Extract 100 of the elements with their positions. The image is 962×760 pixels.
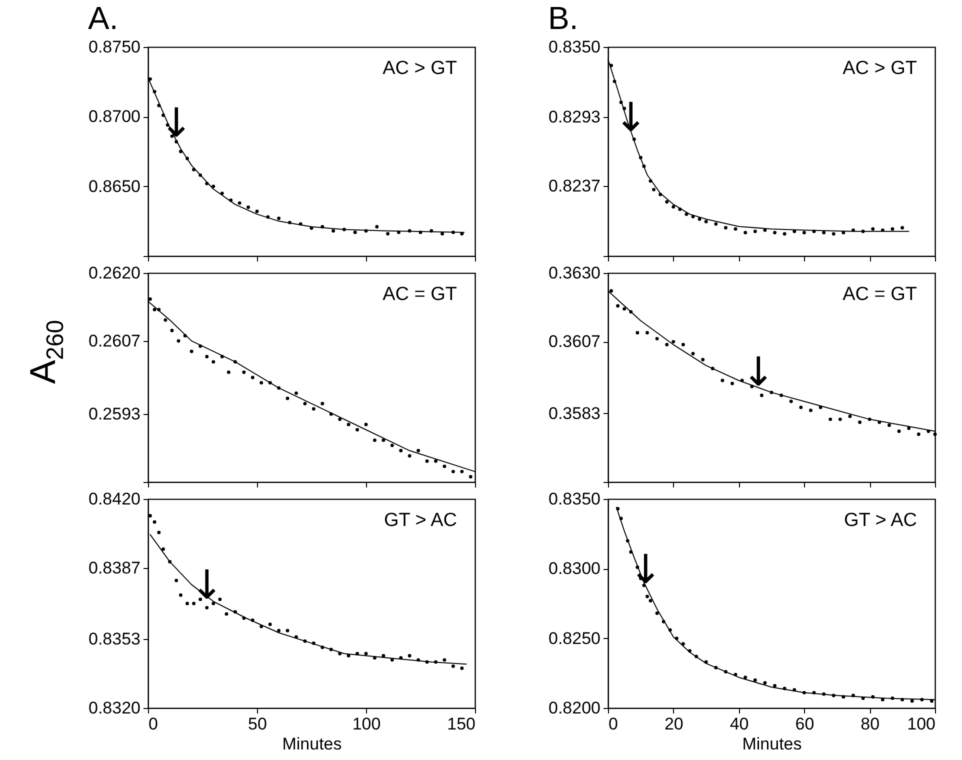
point xyxy=(652,188,656,192)
point xyxy=(704,220,708,224)
x-tick-label: 0 xyxy=(148,714,158,734)
point xyxy=(832,232,836,236)
annotation: AC = GT xyxy=(842,284,918,305)
point xyxy=(802,230,806,234)
point xyxy=(390,444,394,448)
x-tick-label: 0 xyxy=(608,714,618,734)
annotation: GT > AC xyxy=(384,510,457,531)
point xyxy=(152,308,156,312)
point xyxy=(386,232,390,236)
point xyxy=(809,408,812,412)
y-tick-label: 0.8350 xyxy=(548,38,600,56)
y-tick-label: 0.8293 xyxy=(548,108,600,127)
point xyxy=(648,598,652,602)
point xyxy=(610,289,613,293)
point xyxy=(434,459,438,463)
point xyxy=(698,217,702,221)
x-axis-title: Minutes xyxy=(742,734,802,754)
point xyxy=(701,358,705,362)
x-tick-label: 100 xyxy=(907,714,936,734)
point xyxy=(382,438,386,442)
point xyxy=(720,378,724,382)
point xyxy=(724,226,728,230)
chart-title: B. xyxy=(548,0,578,36)
point xyxy=(353,230,357,234)
point xyxy=(890,227,894,231)
point xyxy=(303,402,307,406)
y-tick-label: 0.8750 xyxy=(88,38,140,56)
point xyxy=(255,210,259,214)
y-tick-label: 0.8320 xyxy=(88,698,140,718)
point xyxy=(871,227,875,231)
point xyxy=(858,420,862,424)
y-tick-label: 0.8420 xyxy=(88,490,140,508)
point xyxy=(763,228,767,232)
point xyxy=(451,470,455,474)
point xyxy=(880,698,884,702)
x-tick-label: 40 xyxy=(730,714,749,734)
point xyxy=(744,676,748,680)
point xyxy=(822,230,826,234)
y-tick-label: 0.8350 xyxy=(548,490,600,508)
y-tick-label: 0.8200 xyxy=(548,698,600,718)
y-tick-label: 0.2593 xyxy=(88,404,140,424)
point xyxy=(312,407,316,411)
point xyxy=(636,330,640,334)
point xyxy=(226,370,230,374)
point xyxy=(734,227,738,231)
point xyxy=(460,470,464,474)
point xyxy=(260,380,264,384)
point xyxy=(730,382,734,386)
point xyxy=(933,432,937,436)
point xyxy=(681,642,685,646)
annotation: GT > AC xyxy=(844,510,917,531)
y-tick-label: 0.8387 xyxy=(88,558,140,578)
point xyxy=(910,699,914,703)
chart-title: A. xyxy=(88,0,118,36)
x-tick-label: 20 xyxy=(664,714,684,734)
point xyxy=(250,376,254,380)
x-tick-label: 60 xyxy=(795,714,814,734)
y-tick-label: 0.2607 xyxy=(88,331,140,350)
y-tick-label: 0.8650 xyxy=(88,176,140,196)
y-tick-label: 0.3630 xyxy=(548,264,600,282)
point xyxy=(246,206,250,209)
point xyxy=(375,225,379,228)
annotation: ↓ xyxy=(190,562,224,608)
point xyxy=(773,684,776,688)
point xyxy=(887,424,891,427)
y-tick-label: 0.8250 xyxy=(548,628,600,648)
point xyxy=(364,422,368,426)
y-tick-label: 0.8700 xyxy=(88,107,140,126)
point xyxy=(277,216,281,220)
point xyxy=(744,230,748,234)
point xyxy=(176,339,180,343)
point xyxy=(170,328,174,332)
y-tick-label: 0.3583 xyxy=(548,404,600,423)
point xyxy=(773,230,776,234)
point xyxy=(681,342,685,346)
point xyxy=(425,459,429,463)
annotation: ↓ xyxy=(742,349,776,396)
annotation: AC > GT xyxy=(842,58,918,79)
annotation: ↓ xyxy=(160,100,194,147)
point xyxy=(332,229,336,233)
point xyxy=(916,432,920,436)
point xyxy=(907,426,911,430)
point xyxy=(164,318,168,322)
annotation: AC > GT xyxy=(382,58,458,79)
point xyxy=(672,205,676,209)
point xyxy=(205,354,209,358)
y-tick-label: 0.2620 xyxy=(88,264,140,282)
point xyxy=(782,232,786,236)
point xyxy=(848,414,852,418)
point xyxy=(684,212,688,216)
point xyxy=(665,342,669,346)
point xyxy=(897,430,901,433)
point xyxy=(616,304,620,308)
point xyxy=(789,400,793,404)
point xyxy=(238,201,242,205)
point xyxy=(242,370,246,374)
point xyxy=(220,192,224,196)
point xyxy=(372,438,376,442)
